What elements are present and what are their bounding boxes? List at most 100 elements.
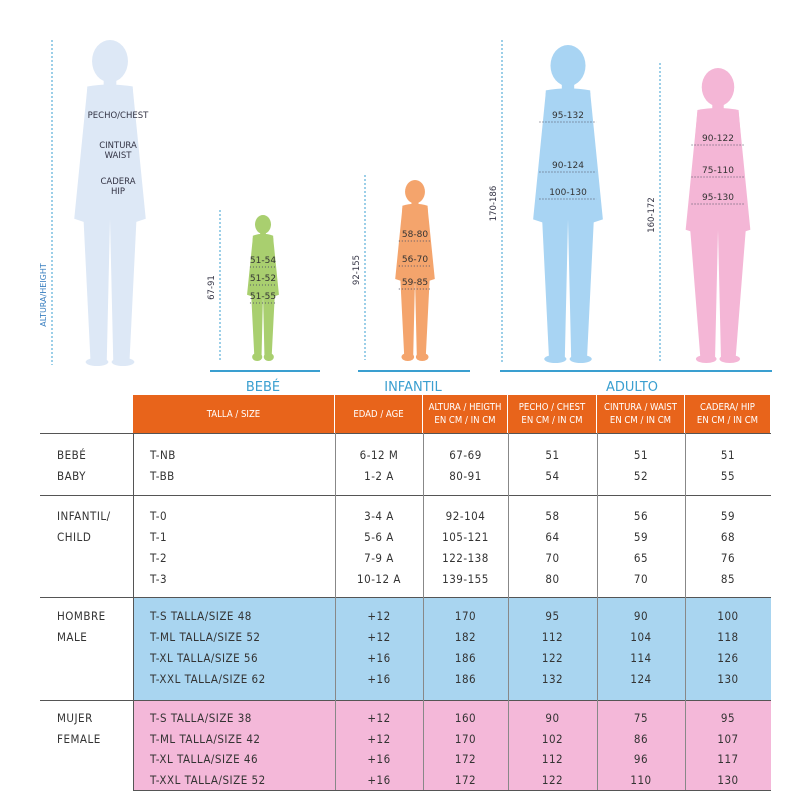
table-bottom <box>133 790 771 791</box>
height-label: 92-155 <box>352 255 362 285</box>
value-cell: 122 <box>541 773 564 788</box>
column-line <box>133 700 134 790</box>
header-text: EN CM / IN CM <box>696 415 759 426</box>
group-label: BEBÉ <box>57 448 87 462</box>
measure-label: 75-110 <box>702 166 734 176</box>
value-cell: 58 <box>545 509 560 523</box>
column-line <box>597 597 598 700</box>
header-text: EN CM / IN CM <box>609 415 672 426</box>
value-cell: 122 <box>541 651 564 665</box>
measure-label: 51-55 <box>250 292 276 302</box>
body-part <box>701 68 735 107</box>
size-cell: T-0 <box>150 509 168 523</box>
value-cell: 126 <box>717 651 739 665</box>
column-line <box>133 433 134 495</box>
size-cell: T-ML TALLA/SIZE 42 <box>150 731 261 746</box>
value-cell: +12 <box>367 731 391 746</box>
section-label: INFANTIL <box>384 380 442 395</box>
height-label: 160-172 <box>647 197 657 233</box>
header-cell: PECHO / CHEST EN CM / IN CM <box>508 395 597 433</box>
group-label: MALE <box>57 630 88 644</box>
header-text: CINTURA / WAIST <box>603 402 677 413</box>
column-line <box>685 433 686 495</box>
column-line <box>508 597 509 700</box>
value-cell: 54 <box>545 469 560 483</box>
body-part <box>405 180 425 204</box>
value-cell: 96 <box>633 752 649 767</box>
size-cell: T-2 <box>150 551 168 565</box>
header-text: PECHO / CHEST <box>518 402 586 413</box>
value-cell: 3-4 A <box>364 509 394 523</box>
body-part <box>401 353 415 361</box>
value-cell: +16 <box>367 773 391 788</box>
column-line <box>335 495 336 597</box>
header-cell: ALTURA / HEIGTH EN CM / IN CM <box>423 395 508 433</box>
column-line <box>335 597 336 700</box>
header-cell: EDAD / AGE <box>335 395 423 433</box>
silhouette <box>395 180 435 361</box>
value-cell: 170 <box>454 609 477 623</box>
measure-label: HIP <box>111 187 125 197</box>
body-part <box>688 209 748 358</box>
value-cell: 1-2 A <box>364 469 394 483</box>
value-cell: 114 <box>630 651 652 665</box>
column-line <box>133 495 134 597</box>
body-part <box>250 284 276 356</box>
value-cell: 51 <box>633 448 649 462</box>
size-cell: T-ML TALLA/SIZE 52 <box>150 630 261 644</box>
value-cell: 124 <box>630 672 652 686</box>
column-line <box>423 700 424 790</box>
group-divider <box>40 433 133 434</box>
group-band <box>133 433 771 495</box>
column-line <box>423 495 424 597</box>
header-cell: CADERA/ HIP EN CM / IN CM <box>685 395 771 433</box>
silhouette <box>533 45 603 363</box>
measure-label: CADERA <box>100 177 135 187</box>
measure-label: 95-132 <box>552 111 584 121</box>
value-cell: 55 <box>720 469 736 483</box>
value-cell: +12 <box>367 630 391 644</box>
body-part <box>541 197 595 358</box>
value-cell: 56 <box>633 509 649 523</box>
header-text: EDAD / AGE <box>353 408 404 420</box>
silhouette <box>247 215 279 361</box>
group-band <box>133 597 771 700</box>
size-cell: T-3 <box>150 572 168 586</box>
value-cell: 76 <box>720 551 736 565</box>
silhouette <box>685 68 751 363</box>
measure-label: CINTURA <box>99 141 137 151</box>
header-text: EN CM / IN CM <box>521 415 583 426</box>
body-part <box>719 355 741 363</box>
column-line <box>133 597 134 700</box>
value-cell: 7-9 A <box>364 551 394 565</box>
value-cell: 52 <box>633 469 649 483</box>
body-part <box>533 92 553 223</box>
body-part <box>92 40 128 83</box>
body-part <box>688 108 748 215</box>
value-cell: +12 <box>367 609 391 623</box>
value-cell: 118 <box>717 630 739 644</box>
measure-label: 90-124 <box>552 161 584 171</box>
group-label: HOMBRE <box>57 609 106 623</box>
value-cell: 130 <box>717 672 739 686</box>
size-cell: T-XXL TALLA/SIZE 62 <box>150 672 266 686</box>
header-cell: CINTURA / WAIST EN CM / IN CM <box>597 395 685 433</box>
body-part <box>252 353 263 361</box>
value-cell: +16 <box>367 672 391 686</box>
column-line <box>423 597 424 700</box>
value-cell: 104 <box>630 630 652 644</box>
size-cell: T-NB <box>150 448 176 462</box>
height-label: 67-91 <box>207 275 217 300</box>
group-label: MUJER <box>57 711 93 725</box>
column-line <box>335 700 336 790</box>
value-cell: +12 <box>367 711 391 725</box>
value-cell: 90 <box>545 711 560 725</box>
measure-label: 56-70 <box>402 255 428 265</box>
value-cell: 5-6 A <box>364 530 394 544</box>
body-part <box>395 207 406 281</box>
value-cell: 112 <box>541 630 564 644</box>
column-line <box>508 433 509 495</box>
size-cell: T-S TALLA/SIZE 38 <box>150 711 252 725</box>
value-cell: +16 <box>367 752 391 767</box>
